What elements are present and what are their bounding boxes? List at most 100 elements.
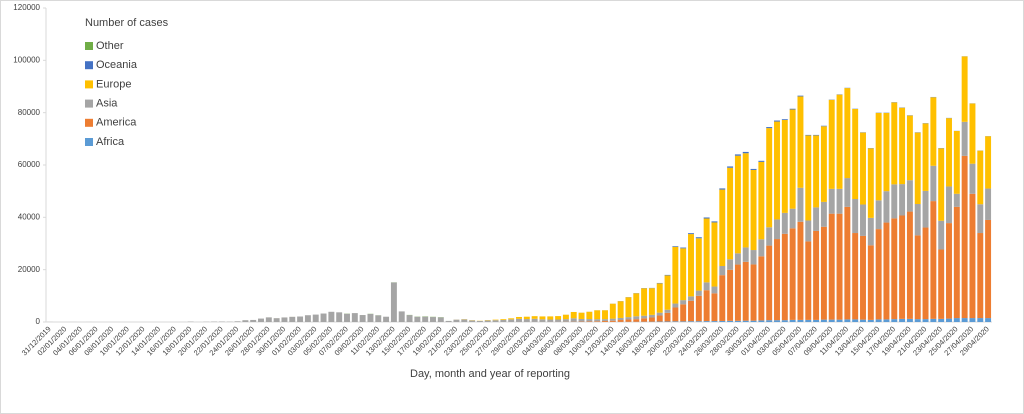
bar-segment <box>883 222 890 320</box>
bar-segment <box>523 316 530 320</box>
bar-segment <box>781 233 788 321</box>
bar-segment <box>727 269 734 321</box>
bar-segment <box>781 320 788 322</box>
bar-segment <box>445 320 452 322</box>
bar-segment <box>758 320 765 322</box>
bar-segment <box>695 238 702 291</box>
bar-segment <box>648 288 655 315</box>
bar-segment <box>781 212 788 234</box>
bar-segment <box>774 239 780 321</box>
bar-segment <box>805 319 812 322</box>
legend-swatch <box>85 138 93 146</box>
bar-segment <box>727 259 734 270</box>
bar-segment <box>680 321 687 322</box>
bar-segment <box>836 213 843 320</box>
bar-segment <box>805 134 812 136</box>
bar-segment <box>469 320 476 322</box>
bar-segment <box>672 321 679 322</box>
bar-segment <box>703 282 710 291</box>
legend-label: Africa <box>96 136 125 148</box>
bar-segment <box>289 316 296 322</box>
bar-segment <box>414 316 421 322</box>
bar-segment <box>304 315 311 322</box>
bar-segment <box>852 199 859 234</box>
bar-segment <box>883 112 890 192</box>
bar-segment <box>688 234 694 297</box>
bar-segment <box>648 314 655 318</box>
bar-segment <box>836 188 843 214</box>
bar-segment <box>766 127 773 129</box>
bar-segment <box>977 233 984 319</box>
bar-segment <box>625 319 632 322</box>
bar-segment <box>906 211 913 319</box>
bar-segment <box>766 128 773 228</box>
bar-segment <box>953 193 960 207</box>
legend-label: Asia <box>96 98 118 110</box>
bar-segment <box>719 188 726 190</box>
bar-segment <box>852 233 859 320</box>
bar-segment <box>860 235 866 320</box>
bar-segment <box>250 319 257 322</box>
bar-segment <box>719 320 726 322</box>
bar-segment <box>430 317 436 322</box>
bar-segment <box>860 319 866 322</box>
bar-segment <box>602 321 608 322</box>
bar-segment <box>789 228 796 320</box>
y-tick-label: 120000 <box>13 3 40 12</box>
bar-segment <box>914 203 921 236</box>
bar-segment <box>547 319 554 322</box>
bar-segment <box>774 120 780 122</box>
bar-segment <box>672 246 679 304</box>
bar-segment <box>562 319 569 322</box>
bar-segment <box>891 319 898 322</box>
bar-segment <box>680 247 687 249</box>
bar-segment <box>734 155 741 254</box>
bar-segment <box>695 321 702 322</box>
bar-segment <box>672 246 679 247</box>
bar-segment <box>750 250 757 265</box>
bar-segment <box>930 97 937 166</box>
legend-swatch <box>85 99 93 108</box>
bar-segment <box>734 264 741 321</box>
bar-segment <box>719 275 726 321</box>
bar-segment <box>844 178 851 207</box>
legend-label: America <box>96 117 137 129</box>
legend-label: Other <box>96 40 124 52</box>
bar-segment <box>633 293 640 317</box>
bar-segment <box>922 319 929 322</box>
bar-segment <box>453 319 460 322</box>
bar-segment <box>789 108 796 110</box>
bar-segment <box>758 160 765 162</box>
legend-swatch <box>85 80 93 89</box>
bar-segment <box>820 226 827 320</box>
bar-segment <box>758 256 765 321</box>
bar-segment <box>985 219 992 319</box>
bar-segment <box>805 135 812 221</box>
bar-segment <box>985 188 992 220</box>
bar-segment <box>891 184 898 219</box>
legend-title: Number of cases <box>85 17 169 29</box>
bar-segment <box>820 126 827 202</box>
bar-segment <box>312 314 319 322</box>
bar-segment <box>492 320 499 322</box>
bar-segment <box>484 320 491 322</box>
bar-segment <box>711 286 718 294</box>
bar-segment <box>625 297 632 318</box>
bar-segment <box>531 318 538 322</box>
bar-segment <box>820 125 827 127</box>
bar-segment <box>938 249 945 319</box>
bar-segment <box>766 227 773 246</box>
bar-segment <box>578 318 585 322</box>
bar-segment <box>680 300 687 305</box>
bar-segment <box>555 319 562 322</box>
bar-segment <box>617 317 624 321</box>
bar-segment <box>852 109 859 200</box>
bar-segment <box>641 315 648 319</box>
bar-segment <box>422 316 429 322</box>
bar-segment <box>672 307 679 322</box>
bar-segment <box>953 318 960 322</box>
bar-segment <box>570 312 577 319</box>
bar-segment <box>625 317 632 320</box>
bar-segment <box>695 290 702 296</box>
